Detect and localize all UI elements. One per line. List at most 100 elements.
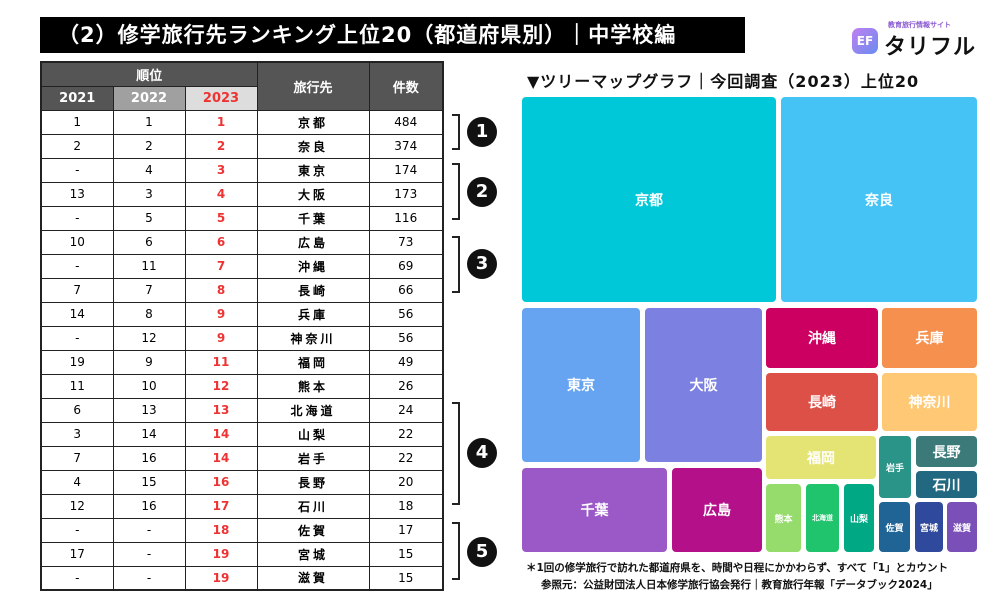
header-year-2023: 2023 [184,85,258,111]
rank-2023: 5 [184,205,258,231]
rank-2022: 5 [112,205,186,231]
rank-2023: 9 [184,325,258,351]
treemap-tile: 宮城 [915,502,943,552]
page-title: （2）修学旅行先ランキング上位20（都道府県別）｜中学校編 [40,17,745,53]
table-row: - -18 佐賀 17 [40,517,444,543]
count: 24 [368,397,444,423]
destination: 神奈川 [256,325,370,351]
group-bracket [452,114,460,150]
group-bracket [452,402,460,505]
table-row: -4 3 東京 174 [40,157,444,183]
rank-2021: 11 [40,373,114,399]
header-year-2021: 2021 [40,85,114,111]
tariful-logo[interactable]: EF 教育旅行情報サイト タリフル [850,20,980,60]
rank-2021: 19 [40,349,114,375]
rank-2021: 13 [40,181,114,207]
table-row: -11 7 沖縄 69 [40,253,444,279]
rank-2022: 6 [112,229,186,255]
rank-2021: 10 [40,229,114,255]
table-row: 19 9 11 福岡 49 [40,349,444,375]
table-row: 11 10 12 熊本 26 [40,373,444,399]
table-row: 14 8 9 兵庫 56 [40,301,444,327]
rank-2022: 16 [112,445,186,471]
count: 26 [368,373,444,399]
group-bracket [452,163,460,220]
treemap-tile: 神奈川 [882,373,977,431]
table-row: 13 3 4 大阪 173 [40,181,444,207]
rank-2022: 3 [112,181,186,207]
ranking-table: 順位 旅行先 件数 2021 2022 2023 1 1 1 京都 484 2 2 2 奈良 37… [40,61,444,591]
rank-2022: 2 [112,133,186,159]
rank-2022: 11 [112,253,186,279]
rank-2023: 13 [184,397,258,423]
logo-name: タリフル [884,35,977,60]
rank-2023: 14 [184,445,258,471]
rank-2021: 3 [40,421,114,447]
rank-2021: 6 [40,397,114,423]
treemap-tile: 福岡 [766,436,876,479]
treemap-tile: 熊本 [766,484,801,552]
rank-2021: 14 [40,301,114,327]
treemap-tile: 東京 [522,308,640,462]
treemap-tile: 広島 [672,468,762,552]
rank-2022: 9 [112,349,186,375]
rank-2023: 3 [184,157,258,183]
rank-2023: 8 [184,277,258,303]
count: 56 [368,325,444,351]
destination: 千葉 [256,205,370,231]
table-row: 2 2 2 奈良 374 [40,133,444,159]
count: 174 [368,157,444,183]
count: 49 [368,349,444,375]
rank-2022: 1 [112,109,186,135]
destination: 長崎 [256,277,370,303]
rank-2021: 17 [40,541,114,567]
logo-subtitle: 教育旅行情報サイト [888,21,951,29]
treemap-tile: 北海道 [806,484,839,552]
group-bracket [452,236,460,293]
table-row: 10 6 6 広島 73 [40,229,444,255]
destination: 長野 [256,469,370,495]
rank-2021: - [40,565,114,591]
count: 56 [368,301,444,327]
destination: 兵庫 [256,301,370,327]
treemap-tile: 長崎 [766,373,878,431]
treemap-tile: 兵庫 [882,308,977,368]
group-badge-3: 3 [467,249,497,279]
treemap-tile: 山梨 [844,484,874,552]
destination: 山梨 [256,421,370,447]
rank-2022: 4 [112,157,186,183]
rank-2022: 8 [112,301,186,327]
destination: 岩手 [256,445,370,471]
rank-2021: 4 [40,469,114,495]
count: 22 [368,421,444,447]
group-bracket [452,522,460,580]
count: 22 [368,445,444,471]
table-row: 17-19 宮城 15 [40,541,444,567]
count: 73 [368,229,444,255]
count: 173 [368,181,444,207]
treemap-tile: 滋賀 [947,502,977,552]
group-badge-4: 4 [467,438,497,468]
rank-2022: - [112,517,186,543]
treemap-tile: 千葉 [522,468,667,552]
rank-2022: 16 [112,493,186,519]
count: 15 [368,565,444,591]
destination: 福岡 [256,349,370,375]
logo-mark-icon: EF [852,28,878,54]
rank-2023: 14 [184,421,258,447]
count: 484 [368,109,444,135]
treemap-tile: 沖縄 [766,308,878,368]
table-row: 12 16 17 石川 18 [40,493,444,519]
destination: 京都 [256,109,370,135]
rank-2022: 14 [112,421,186,447]
table-row: -5 5 千葉 116 [40,205,444,231]
rank-2023: 7 [184,253,258,279]
destination: 滋賀 [256,565,370,591]
table-row: 1 1 1 京都 484 [40,109,444,135]
rank-2021: - [40,325,114,351]
treemap-title: ▼ツリーマップグラフ｜今回調査（2023）上位20 [527,72,920,91]
count: 20 [368,469,444,495]
treemap-tile: 奈良 [781,97,977,302]
header-rank: 順位 [40,61,258,87]
table-row: 6 13 13 北海道 24 [40,397,444,423]
